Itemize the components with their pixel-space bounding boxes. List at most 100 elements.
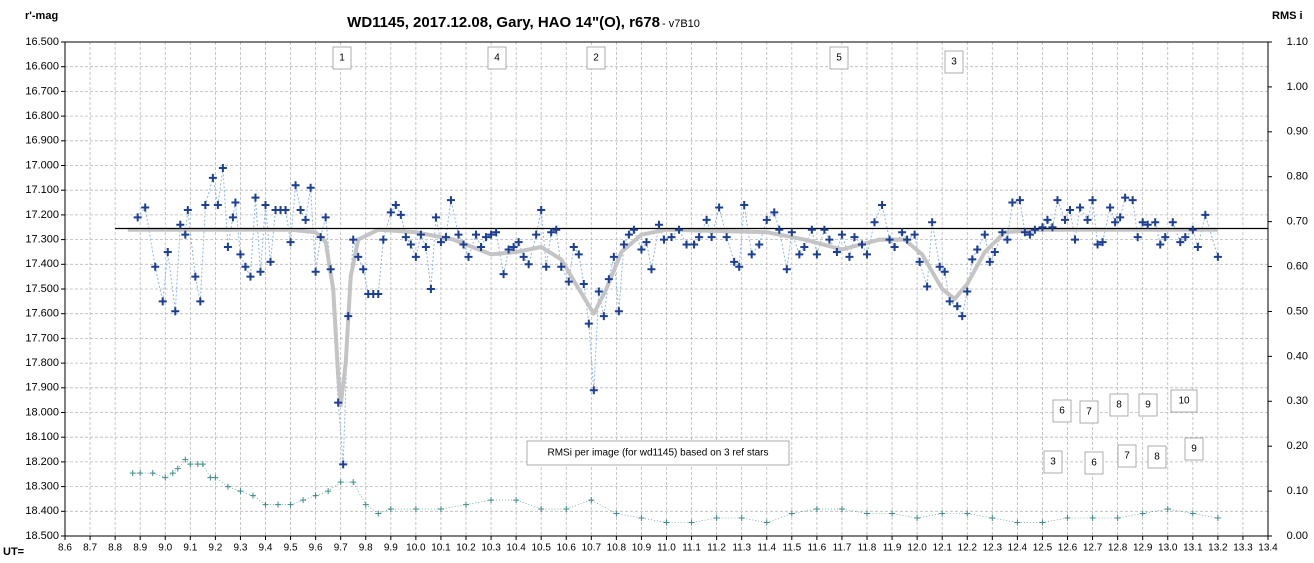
- mag-point: [286, 238, 295, 247]
- mag-point: [379, 235, 388, 244]
- x-tick-label: 9.3: [233, 543, 247, 554]
- rms-point: [788, 510, 795, 517]
- rms-point: [387, 506, 394, 513]
- y-tick-label: 17.200: [25, 209, 59, 221]
- annotation-box: [1043, 450, 1063, 474]
- mag-point: [614, 307, 623, 316]
- mag-point: [722, 233, 731, 242]
- mag-point: [963, 287, 972, 296]
- rms-point: [838, 506, 845, 513]
- mag-point: [524, 260, 533, 269]
- mag-point: [589, 386, 598, 395]
- mag-point: [1098, 238, 1107, 247]
- mag-point: [1038, 223, 1047, 232]
- rms-point: [1089, 515, 1096, 522]
- mag-point: [928, 218, 937, 227]
- mag-point: [349, 235, 358, 244]
- mag-point: [514, 238, 523, 247]
- y2-tick-label: 0.50: [1287, 305, 1308, 317]
- mag-point: [740, 201, 749, 210]
- mag-point: [795, 250, 804, 259]
- mag-point: [953, 302, 962, 311]
- mag-point: [183, 205, 192, 214]
- mag-point: [695, 233, 704, 242]
- x-tick-label: 11.4: [757, 543, 776, 554]
- mag-point: [401, 233, 410, 242]
- rms-point: [224, 483, 231, 490]
- mag-point: [359, 265, 368, 274]
- rms-point: [588, 497, 595, 504]
- y-axis-label: r'-mag: [25, 10, 58, 22]
- annotation: 7: [1124, 451, 1130, 462]
- mag-point: [682, 240, 691, 249]
- mag-point: [637, 245, 646, 254]
- mag-point: [487, 230, 496, 239]
- mag-point: [1161, 233, 1170, 242]
- mag-point: [667, 233, 676, 242]
- mag-point: [436, 238, 445, 247]
- annotation-box: [487, 46, 507, 70]
- rms-point: [129, 470, 136, 477]
- y-tick-label: 16.600: [25, 61, 59, 73]
- mag-point: [945, 297, 954, 306]
- x-axis-label: UT=: [3, 546, 24, 558]
- annotation-box: [332, 46, 352, 70]
- rms-point: [964, 510, 971, 517]
- y-tick-label: 17.300: [25, 234, 59, 246]
- x-tick-label: 13.2: [1208, 543, 1228, 554]
- mag-point: [1048, 223, 1057, 232]
- mag-point: [594, 287, 603, 296]
- rms-point: [237, 488, 244, 495]
- y2-tick-label: 0.20: [1287, 440, 1308, 452]
- x-tick-label: 12.7: [1083, 543, 1103, 554]
- annotation: 3: [951, 57, 957, 68]
- mag-point: [291, 181, 300, 190]
- rms-point: [412, 506, 419, 513]
- x-tick-label: 12.1: [932, 543, 952, 554]
- mag-point: [386, 208, 395, 217]
- rms-point: [1164, 506, 1171, 513]
- x-tick-label: 10.3: [481, 543, 501, 554]
- mag-point: [334, 398, 343, 407]
- plot-frame: [64, 41, 1269, 537]
- annotation-box: [1109, 393, 1129, 417]
- mag-point: [923, 282, 932, 291]
- x-tick-label: 13.4: [1258, 543, 1278, 554]
- x-tick-label: 9.2: [208, 543, 222, 554]
- mag-point: [654, 220, 663, 229]
- mag-point: [715, 203, 724, 212]
- rms-point: [437, 506, 444, 513]
- mag-point: [702, 215, 711, 224]
- mag-point: [990, 247, 999, 256]
- mag-point: [477, 243, 486, 252]
- x-tick-label: 11.1: [682, 543, 701, 554]
- rms-point: [939, 510, 946, 517]
- mag-point: [1151, 218, 1160, 227]
- mag-point: [231, 198, 240, 207]
- mag-point: [354, 252, 363, 261]
- rms-point: [463, 501, 469, 508]
- annotation: 8: [1116, 400, 1122, 411]
- mag-point: [857, 240, 866, 249]
- mag-point: [775, 225, 784, 234]
- mag-point: [416, 230, 425, 239]
- y-tick-label: 18.300: [25, 481, 59, 493]
- mag-point: [1025, 230, 1034, 239]
- note-box: [526, 440, 790, 466]
- mag-point: [256, 267, 265, 276]
- x-tick-label: 12.8: [1108, 543, 1128, 554]
- rms-point: [538, 506, 545, 513]
- mag-point: [870, 218, 879, 227]
- y2-tick-label: 0.90: [1287, 126, 1308, 138]
- mag-point: [281, 205, 290, 214]
- mag-point: [1060, 215, 1069, 224]
- y-tick-label: 16.900: [25, 135, 59, 147]
- mag-point: [747, 250, 756, 259]
- mag-point: [251, 193, 260, 202]
- mag-point: [863, 250, 871, 259]
- mag-point: [1071, 235, 1080, 244]
- mag-point: [1106, 203, 1115, 212]
- mag-point: [141, 203, 150, 212]
- annotation-box: [944, 50, 964, 74]
- mag-point: [787, 228, 796, 237]
